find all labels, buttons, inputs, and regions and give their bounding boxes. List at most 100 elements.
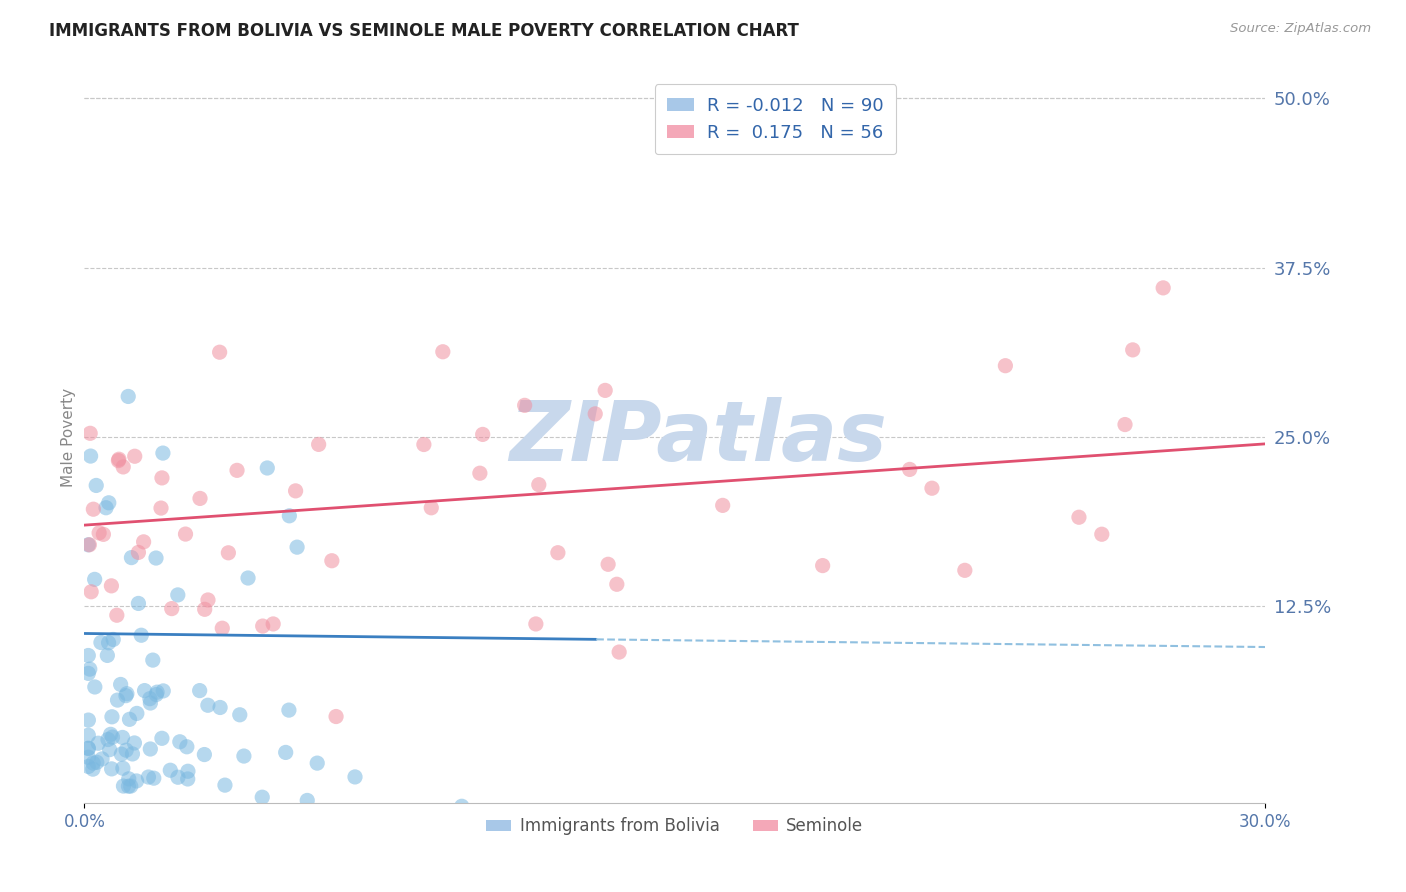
Point — [278, 508, 301, 523]
Text: Source: ZipAtlas.com: Source: ZipAtlas.com — [1230, 22, 1371, 36]
Point — [188, 491, 211, 506]
Point — [82, 762, 104, 776]
Point — [209, 700, 232, 714]
Point — [142, 771, 165, 785]
Point — [115, 743, 138, 757]
Point — [1114, 417, 1136, 432]
Point — [229, 707, 252, 722]
Point — [307, 756, 329, 771]
Point — [176, 739, 198, 754]
Point — [139, 696, 162, 710]
Point — [159, 764, 181, 778]
Point — [80, 584, 103, 599]
Point — [513, 398, 536, 412]
Point — [115, 689, 138, 703]
Point — [108, 452, 131, 467]
Point — [77, 728, 100, 742]
Point — [120, 779, 142, 793]
Point — [211, 621, 233, 635]
Point — [321, 554, 343, 568]
Point — [285, 540, 308, 554]
Point — [142, 653, 165, 667]
Point — [953, 563, 976, 577]
Point — [125, 706, 148, 721]
Point — [91, 752, 114, 766]
Point — [100, 762, 122, 776]
Point — [150, 471, 173, 485]
Point — [84, 478, 107, 492]
Point — [177, 772, 200, 786]
Point — [79, 426, 101, 441]
Point — [450, 799, 472, 814]
Point — [94, 500, 117, 515]
Point — [236, 571, 259, 585]
Point — [124, 736, 146, 750]
Point — [83, 573, 105, 587]
Point — [256, 461, 278, 475]
Point — [82, 502, 104, 516]
Point — [77, 713, 100, 727]
Point — [127, 545, 149, 559]
Point — [105, 608, 128, 623]
Point — [527, 477, 550, 491]
Point — [921, 481, 943, 495]
Point — [583, 407, 606, 421]
Point — [214, 778, 236, 792]
Point — [79, 662, 101, 676]
Point — [420, 500, 443, 515]
Point — [166, 588, 188, 602]
Point — [468, 467, 491, 481]
Point — [1122, 343, 1144, 357]
Text: IMMIGRANTS FROM BOLIVIA VS SEMINOLE MALE POVERTY CORRELATION CHART: IMMIGRANTS FROM BOLIVIA VS SEMINOLE MALE… — [49, 22, 799, 40]
Point — [110, 677, 132, 691]
Point — [145, 551, 167, 566]
Point — [177, 764, 200, 779]
Point — [226, 463, 249, 477]
Point — [412, 437, 434, 451]
Point — [103, 632, 125, 647]
Point — [87, 736, 110, 750]
Point — [139, 691, 162, 706]
Point — [598, 558, 620, 572]
Point — [93, 527, 115, 541]
Point — [138, 770, 160, 784]
Point — [277, 703, 299, 717]
Point — [121, 747, 143, 761]
Point — [811, 558, 834, 573]
Point — [79, 449, 101, 463]
Point — [77, 741, 100, 756]
Point — [1067, 510, 1090, 524]
Point — [125, 774, 148, 789]
Point — [82, 756, 104, 770]
Point — [77, 759, 100, 773]
Point — [132, 534, 155, 549]
Point — [169, 735, 191, 749]
Point — [152, 446, 174, 460]
Point — [232, 749, 254, 764]
Point — [111, 761, 134, 775]
Point — [188, 683, 211, 698]
Point — [83, 680, 105, 694]
Point — [111, 731, 134, 745]
Point — [217, 546, 239, 560]
Point — [117, 779, 139, 793]
Point — [120, 550, 142, 565]
Point — [107, 693, 129, 707]
Point — [150, 501, 173, 516]
Point — [297, 793, 319, 807]
Point — [100, 579, 122, 593]
Y-axis label: Male Poverty: Male Poverty — [60, 387, 76, 487]
Point — [274, 746, 297, 760]
Point — [252, 619, 274, 633]
Point — [606, 577, 628, 591]
Point — [97, 636, 120, 650]
Point — [97, 496, 120, 510]
Point — [547, 546, 569, 560]
Point — [150, 731, 173, 746]
Point — [146, 685, 169, 699]
Point — [112, 459, 135, 474]
Point — [112, 779, 135, 793]
Point — [101, 730, 124, 744]
Point — [432, 344, 454, 359]
Point — [118, 772, 141, 786]
